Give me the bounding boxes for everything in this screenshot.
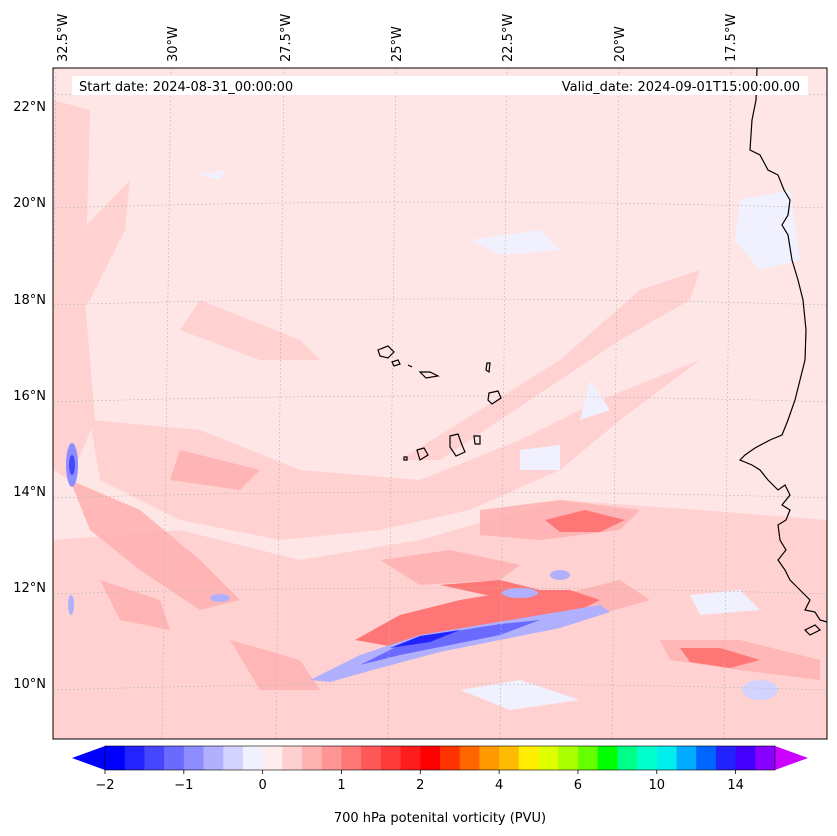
pv-field-negative — [66, 443, 778, 700]
colorbar-tick-label: −2 — [95, 778, 114, 793]
colorbar-cell — [440, 746, 461, 770]
colorbar-cell — [380, 746, 401, 770]
colorbar-cell — [538, 746, 559, 770]
longitude-labels: 32.5°W 30°W 27.5°W 25°W 22.5°W 20°W 17.5… — [56, 14, 739, 62]
lat-label: 22°N — [13, 100, 46, 115]
start-date-text: Start date: 2024-08-31_00:00:00 — [79, 80, 293, 95]
colorbar-cell — [262, 746, 283, 770]
island-sao-nicolau — [418, 371, 440, 379]
lon-label: 30°W — [166, 26, 181, 62]
lon-label: 20°W — [613, 26, 628, 62]
coastline — [738, 68, 827, 636]
colorbar-tick-label: 1 — [337, 778, 345, 793]
colorbar-cells — [105, 746, 776, 770]
colorbar-cell — [144, 746, 165, 770]
colorbar-cell — [676, 746, 697, 770]
pv-field-near-zero — [200, 170, 800, 710]
colorbar: −2 −1 0 1 2 4 6 10 14 700 hPa potenital vorticit… — [72, 745, 808, 826]
colorbar-cell — [715, 746, 736, 770]
colorbar-cell — [420, 746, 441, 770]
colorbar-tick-label: 0 — [259, 778, 267, 793]
colorbar-cell — [302, 746, 323, 770]
island-santa-luzia — [407, 364, 413, 368]
lat-label: 12°N — [13, 581, 46, 596]
lat-label: 14°N — [13, 485, 46, 500]
colorbar-cell — [124, 746, 145, 770]
lat-label: 10°N — [13, 677, 46, 692]
colorbar-tick-label: 10 — [648, 778, 665, 793]
colorbar-cell — [577, 746, 599, 770]
lon-label: 27.5°W — [279, 14, 294, 62]
lat-label: 16°N — [13, 389, 46, 404]
colorbar-extend-max — [775, 746, 808, 770]
lat-label: 20°N — [13, 196, 46, 211]
island-boa-vista — [487, 390, 502, 405]
colorbar-cell — [637, 746, 658, 770]
island-brava — [403, 456, 408, 461]
colorbar-cell — [321, 746, 342, 770]
colorbar-frame — [104, 745, 776, 771]
island-santiago — [449, 433, 466, 457]
colorbar-label: 700 hPa potenital vorticity (PVU) — [334, 811, 546, 826]
colorbar-cell — [400, 746, 421, 770]
colorbar-tick-label: −1 — [174, 778, 193, 793]
colorbar-cell — [617, 746, 638, 770]
colorbar-cell — [735, 746, 756, 770]
island-sao-vicente — [391, 359, 401, 367]
lon-label: 22.5°W — [501, 14, 516, 62]
colorbar-cell — [164, 746, 185, 770]
island-sal — [485, 362, 491, 374]
cape-verde-islands — [377, 345, 502, 461]
colorbar-cell — [499, 746, 520, 770]
colorbar-ticks: −2 −1 0 1 2 4 6 10 14 — [95, 770, 744, 793]
colorbar-cell — [183, 746, 204, 770]
colorbar-tick-label: 4 — [495, 778, 503, 793]
date-header: Start date: 2024-08-31_00:00:00 Valid_da… — [72, 76, 808, 95]
colorbar-cell — [656, 746, 677, 770]
map-panel — [53, 68, 827, 739]
colorbar-cell — [223, 746, 244, 770]
colorbar-cell — [242, 746, 264, 770]
colorbar-cell — [459, 746, 480, 770]
date-header-box — [72, 76, 808, 95]
island-maio — [473, 435, 481, 445]
lon-label: 25°W — [390, 26, 405, 62]
colorbar-cell — [518, 746, 539, 770]
latitude-labels: 22°N 20°N 18°N 16°N 14°N 12°N 10°N — [13, 100, 46, 692]
colorbar-cell — [361, 746, 382, 770]
colorbar-cell — [341, 746, 362, 770]
colorbar-cell — [558, 746, 579, 770]
colorbar-tick-label: 2 — [416, 778, 424, 793]
colorbar-cell — [755, 746, 776, 770]
colorbar-cell — [479, 746, 500, 770]
colorbar-tick-label: 6 — [574, 778, 582, 793]
colorbar-cell — [105, 746, 126, 770]
island-santo-antao — [377, 345, 395, 359]
colorbar-cell — [203, 746, 224, 770]
map-frame — [52, 67, 828, 740]
colorbar-cell — [282, 746, 303, 770]
colorbar-cell — [696, 746, 717, 770]
valid-date-text: Valid_date: 2024-09-01T15:00:00.00 — [562, 80, 800, 95]
colorbar-extend-min — [72, 746, 105, 770]
lat-label: 18°N — [13, 293, 46, 308]
lon-label: 17.5°W — [724, 14, 739, 62]
island-fogo — [416, 447, 429, 461]
colorbar-tick-label: 14 — [727, 778, 744, 793]
lon-label: 32.5°W — [56, 14, 71, 62]
colorbar-cell — [597, 746, 618, 770]
